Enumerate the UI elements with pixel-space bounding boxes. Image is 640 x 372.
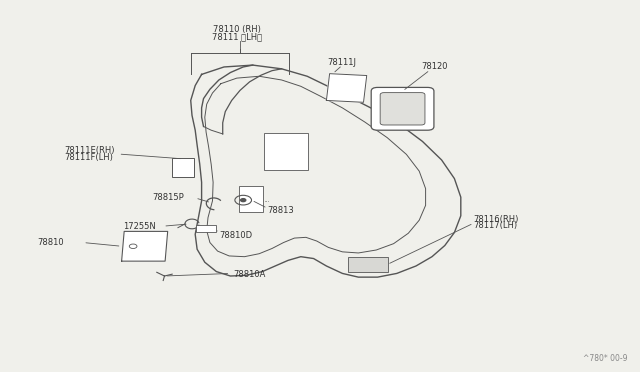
Text: 78815P: 78815P (152, 193, 184, 202)
Text: 78111E(RH): 78111E(RH) (64, 146, 115, 155)
Text: 78116(RH): 78116(RH) (474, 215, 519, 224)
FancyBboxPatch shape (239, 186, 263, 212)
Text: ^780* 00-9: ^780* 00-9 (582, 354, 627, 363)
Text: 78111 〈LH〉: 78111 〈LH〉 (212, 33, 262, 42)
FancyBboxPatch shape (264, 133, 308, 170)
Text: 78813: 78813 (268, 206, 294, 215)
Text: 78810: 78810 (37, 238, 64, 247)
Text: 78111J: 78111J (328, 58, 356, 67)
Polygon shape (122, 231, 168, 261)
FancyBboxPatch shape (348, 257, 388, 272)
Text: 78111F(LH): 78111F(LH) (64, 153, 113, 162)
Text: 17255N: 17255N (123, 222, 156, 231)
Text: 78810A: 78810A (234, 270, 266, 279)
Polygon shape (326, 74, 367, 102)
FancyBboxPatch shape (380, 93, 425, 125)
Text: 78120: 78120 (421, 62, 447, 71)
Circle shape (241, 199, 246, 202)
Text: 78110 (RH): 78110 (RH) (213, 25, 260, 34)
Text: 78117(LH): 78117(LH) (474, 221, 518, 230)
FancyBboxPatch shape (196, 225, 216, 232)
FancyBboxPatch shape (172, 158, 194, 177)
Text: 78810D: 78810D (219, 231, 252, 240)
FancyBboxPatch shape (371, 87, 434, 130)
